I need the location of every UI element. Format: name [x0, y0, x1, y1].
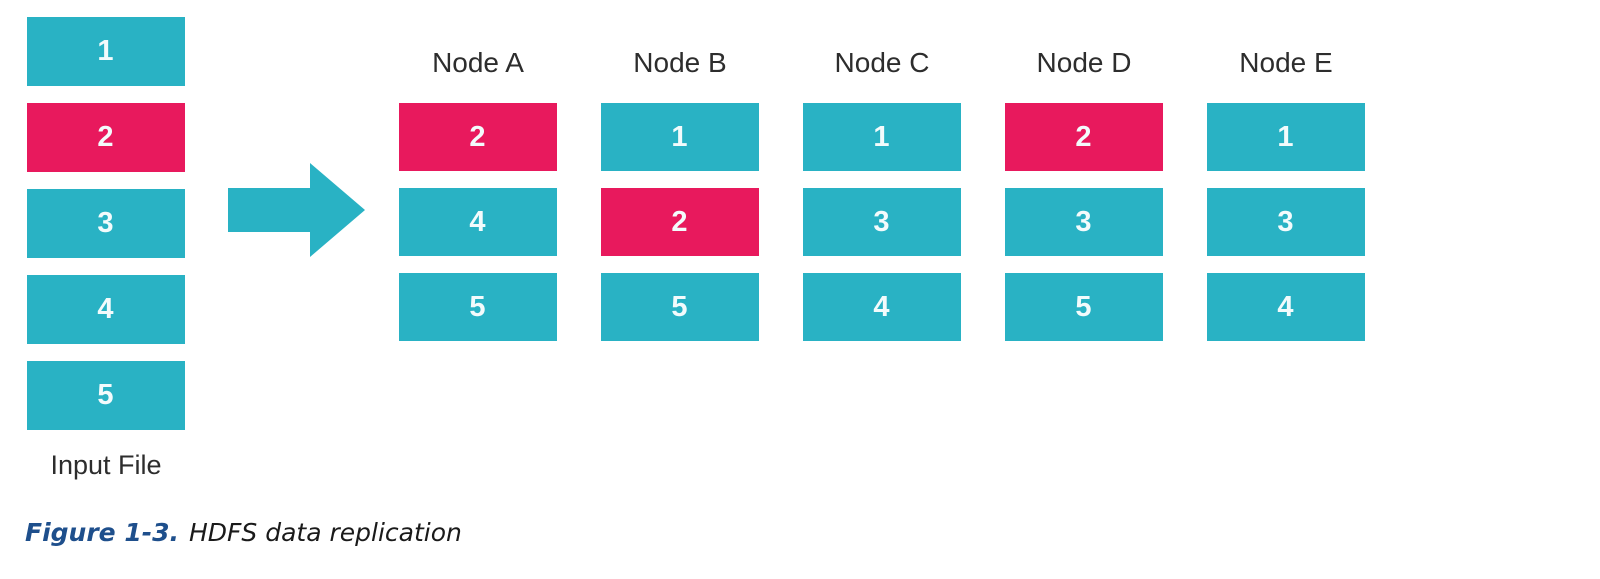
data-block-2: 2 — [601, 188, 759, 256]
node-column-a: Node A 2 4 5 — [399, 46, 557, 358]
input-file-blocks: 1 2 3 4 5 — [27, 17, 185, 430]
data-block-1: 1 — [1207, 103, 1365, 171]
nodes-row: Node A 2 4 5 Node B 1 2 5 Node C 1 3 4 Node D 2 3 5 Node… — [399, 46, 1365, 358]
node-label: Node E — [1239, 47, 1333, 78]
data-block-2: 2 — [399, 103, 557, 171]
data-block-4: 4 — [399, 188, 557, 256]
data-block-3: 3 — [27, 189, 185, 258]
data-block-1: 1 — [27, 17, 185, 86]
node-label: Node B — [633, 47, 727, 78]
node-label: Node A — [432, 47, 524, 78]
data-block-1: 1 — [803, 103, 961, 171]
node-column-b: Node B 1 2 5 — [601, 46, 759, 358]
data-block-3: 3 — [1207, 188, 1365, 256]
figure-caption-label: Figure 1-3. — [25, 518, 179, 547]
input-file-label: Input File — [50, 450, 162, 480]
figure-caption: Figure 1-3. HDFS data replication — [25, 518, 462, 547]
figure-caption-text: HDFS data replication — [189, 518, 462, 547]
data-block-5: 5 — [1005, 273, 1163, 341]
right-arrow-icon — [228, 163, 365, 257]
input-file-column: 1 2 3 4 5 Input File — [27, 17, 185, 481]
data-block-2: 2 — [1005, 103, 1163, 171]
data-block-5: 5 — [399, 273, 557, 341]
data-block-1: 1 — [601, 103, 759, 171]
data-block-4: 4 — [27, 275, 185, 344]
data-block-5: 5 — [27, 361, 185, 430]
data-block-2: 2 — [27, 103, 185, 172]
data-block-5: 5 — [601, 273, 759, 341]
data-block-4: 4 — [803, 273, 961, 341]
data-block-4: 4 — [1207, 273, 1365, 341]
data-block-3: 3 — [1005, 188, 1163, 256]
node-label: Node C — [834, 47, 930, 78]
node-column-e: Node E 1 3 4 — [1207, 46, 1365, 358]
node-column-c: Node C 1 3 4 — [803, 46, 961, 358]
node-column-d: Node D 2 3 5 — [1005, 46, 1163, 358]
node-label: Node D — [1036, 47, 1132, 78]
data-block-3: 3 — [803, 188, 961, 256]
